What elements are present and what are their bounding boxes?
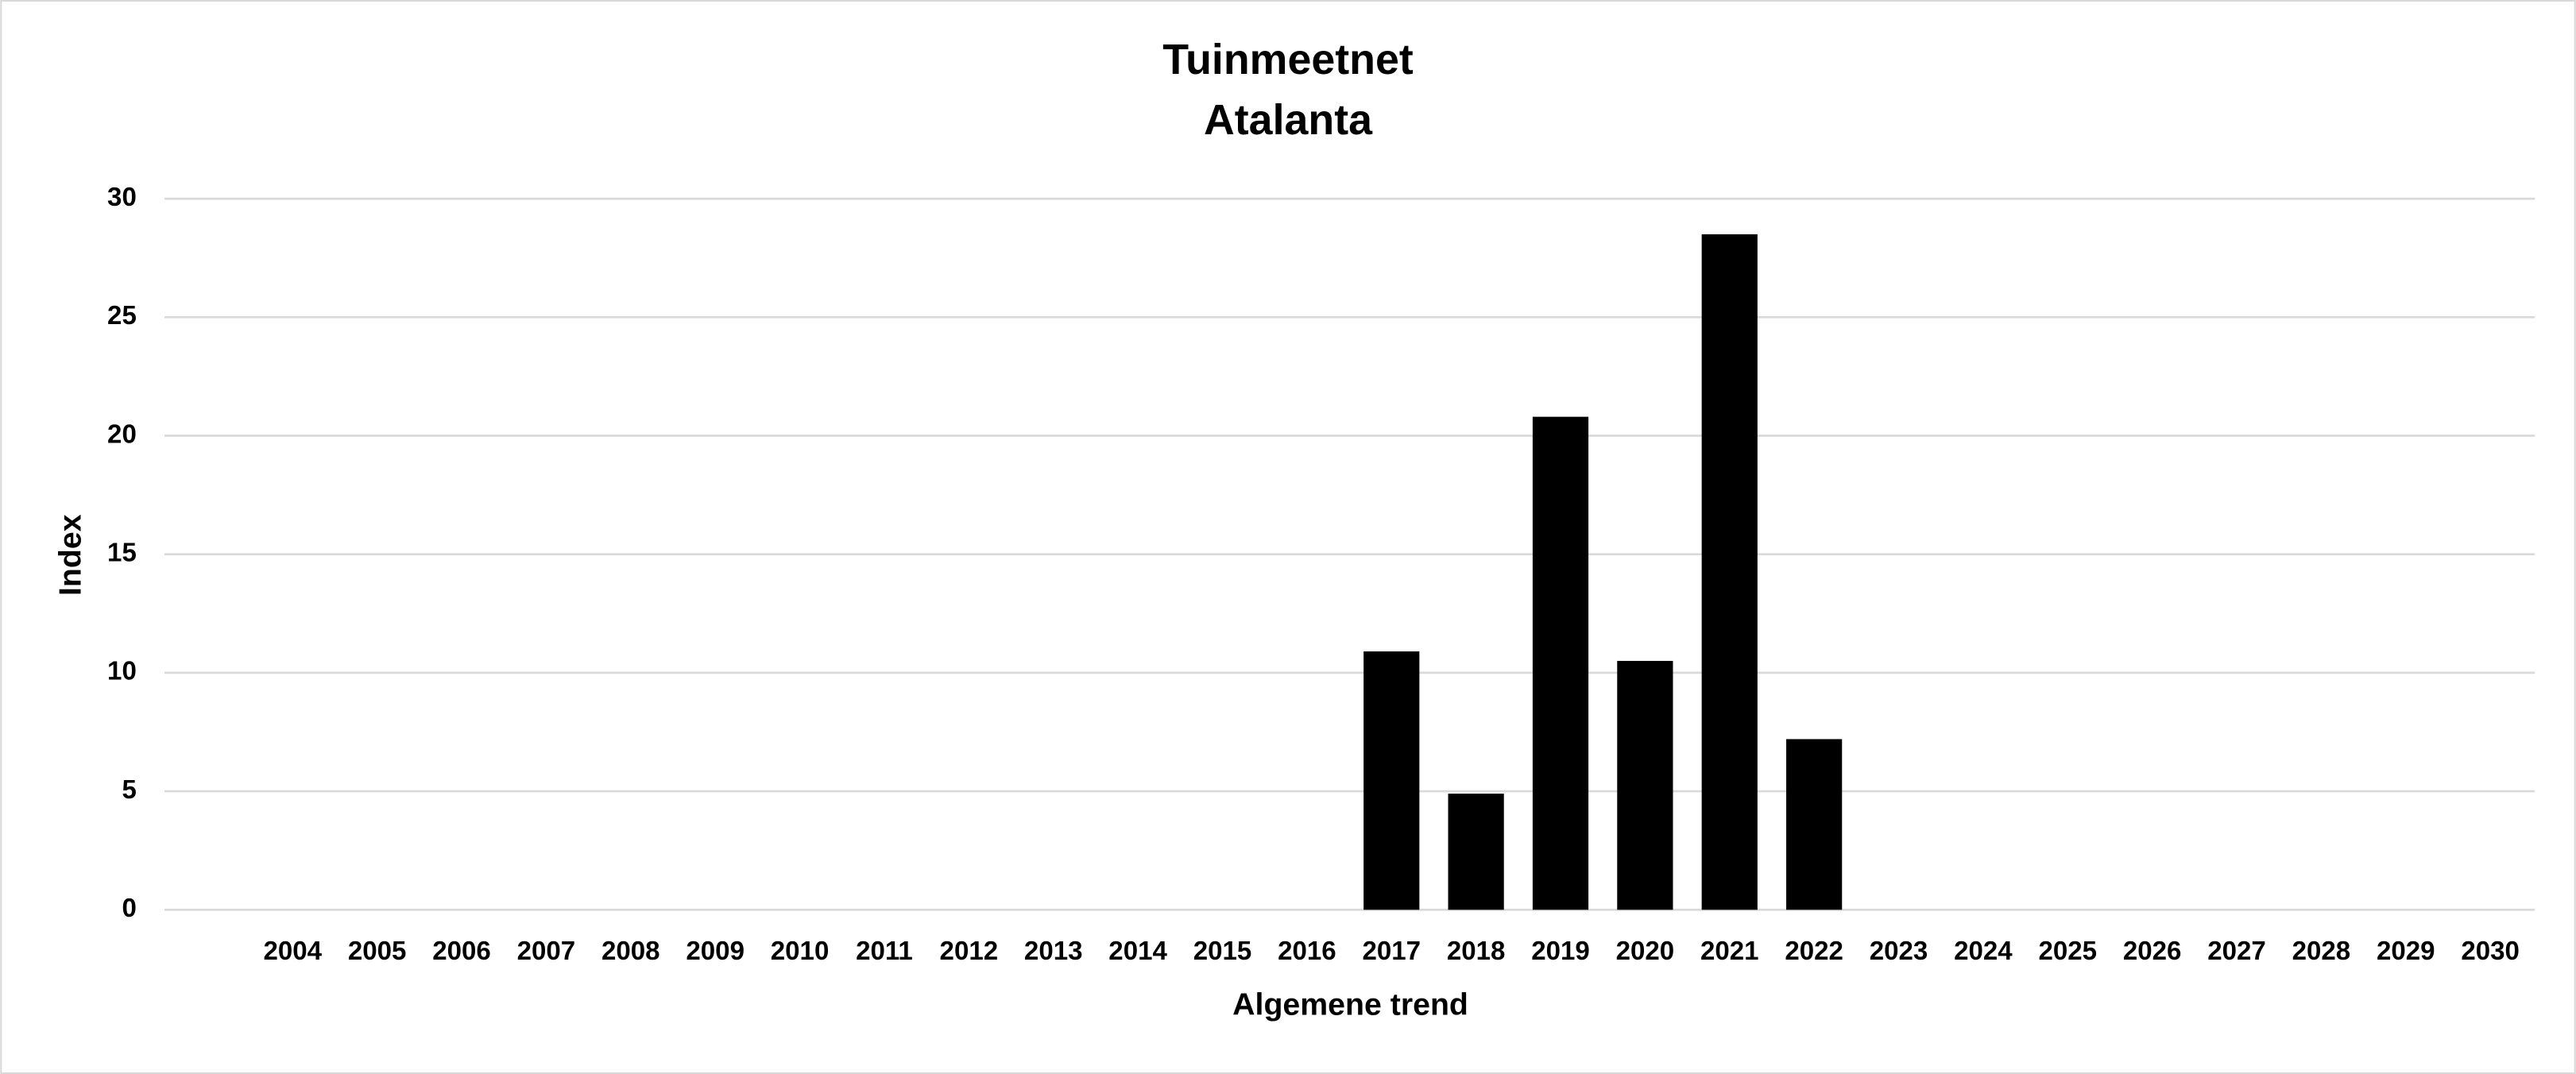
x-tick-label: 2016: [1278, 937, 1336, 966]
bar: [1448, 794, 1504, 910]
x-tick-label: 2011: [856, 937, 913, 966]
y-tick-label: 25: [107, 301, 137, 330]
y-axis-title: Index: [53, 514, 88, 596]
y-tick-label: 5: [122, 775, 136, 805]
x-tick-label: 2005: [348, 937, 407, 966]
x-tick-label: 2024: [1954, 937, 2013, 966]
x-tick-label: 2017: [1362, 937, 1421, 966]
y-tick-label: 15: [107, 538, 137, 567]
bar: [1617, 660, 1673, 910]
x-tick-label: 2014: [1108, 937, 1167, 966]
y-tick-label: 0: [122, 894, 136, 923]
x-tick-label: 2008: [601, 937, 660, 966]
x-tick-label: 2029: [2377, 937, 2435, 966]
x-tick-label: 2015: [1193, 937, 1252, 966]
chart-title: Tuinmeetnet: [1162, 36, 1414, 83]
x-tick-label: 2019: [1531, 937, 1590, 966]
x-tick-label: 2009: [686, 937, 745, 966]
bar: [1532, 416, 1589, 910]
x-tick-label: 2010: [771, 937, 830, 966]
x-tick-label: 2025: [2039, 937, 2098, 966]
x-tick-label: 2028: [2292, 937, 2351, 966]
x-tick-label: 2020: [1616, 937, 1675, 966]
x-tick-label: 2012: [940, 937, 999, 966]
x-tick-label: 2006: [432, 937, 491, 966]
x-tick-label: 2004: [264, 937, 323, 966]
bar: [1786, 739, 1843, 910]
bar: [1363, 651, 1420, 910]
x-tick-label: 2026: [2123, 937, 2182, 966]
x-tick-label: 2022: [1785, 937, 1843, 966]
x-tick-label: 2018: [1447, 937, 1506, 966]
x-axis-title: Algemene trend: [1232, 987, 1468, 1022]
x-tick-label: 2021: [1700, 937, 1759, 966]
y-tick-label: 30: [107, 183, 137, 212]
y-tick-label: 20: [107, 419, 137, 449]
x-tick-label: 2027: [2207, 937, 2266, 966]
x-tick-label: 2007: [517, 937, 576, 966]
y-tick-label: 10: [107, 657, 137, 686]
x-tick-label: 2030: [2461, 937, 2520, 966]
x-tick-label: 2013: [1024, 937, 1083, 966]
x-tick-label: 2023: [1870, 937, 1928, 966]
chart-subtitle: Atalanta: [1204, 96, 1373, 144]
bar: [1701, 234, 1758, 910]
